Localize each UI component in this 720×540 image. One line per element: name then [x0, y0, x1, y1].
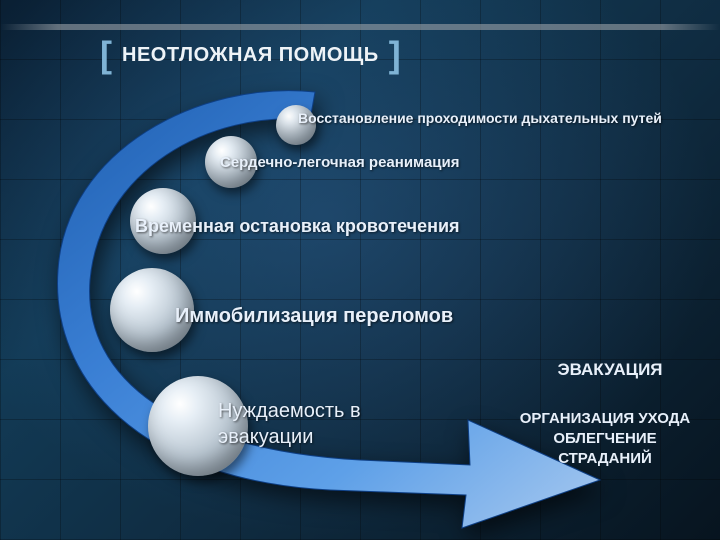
label-evac-need-2: эвакуации — [218, 426, 313, 449]
label-evac-need-1: Нуждаемость в — [218, 400, 361, 423]
side-line3: ОБЛЕГЧЕНИЕ — [500, 430, 710, 447]
side-line2: ОРГАНИЗАЦИЯ УХОДА — [500, 410, 710, 427]
top-divider — [0, 24, 720, 30]
page-title: НЕОТЛОЖНАЯ ПОМОЩЬ — [122, 44, 379, 67]
bracket-left-icon: [ — [100, 34, 112, 76]
title-block: [ НЕОТЛОЖНАЯ ПОМОЩЬ ] — [100, 34, 401, 76]
side-evac: ЭВАКУАЦИЯ — [520, 360, 700, 380]
label-airway: Восстановление проходимости дыхательных … — [298, 110, 662, 126]
label-cpr: Сердечно-легочная реанимация — [220, 154, 460, 171]
bracket-right-icon: ] — [389, 34, 401, 76]
label-bleeding: Временная остановка кровотечения — [135, 216, 460, 237]
side-line4: СТРАДАНИЙ — [500, 450, 710, 467]
label-fracture: Иммобилизация переломов — [175, 305, 453, 328]
